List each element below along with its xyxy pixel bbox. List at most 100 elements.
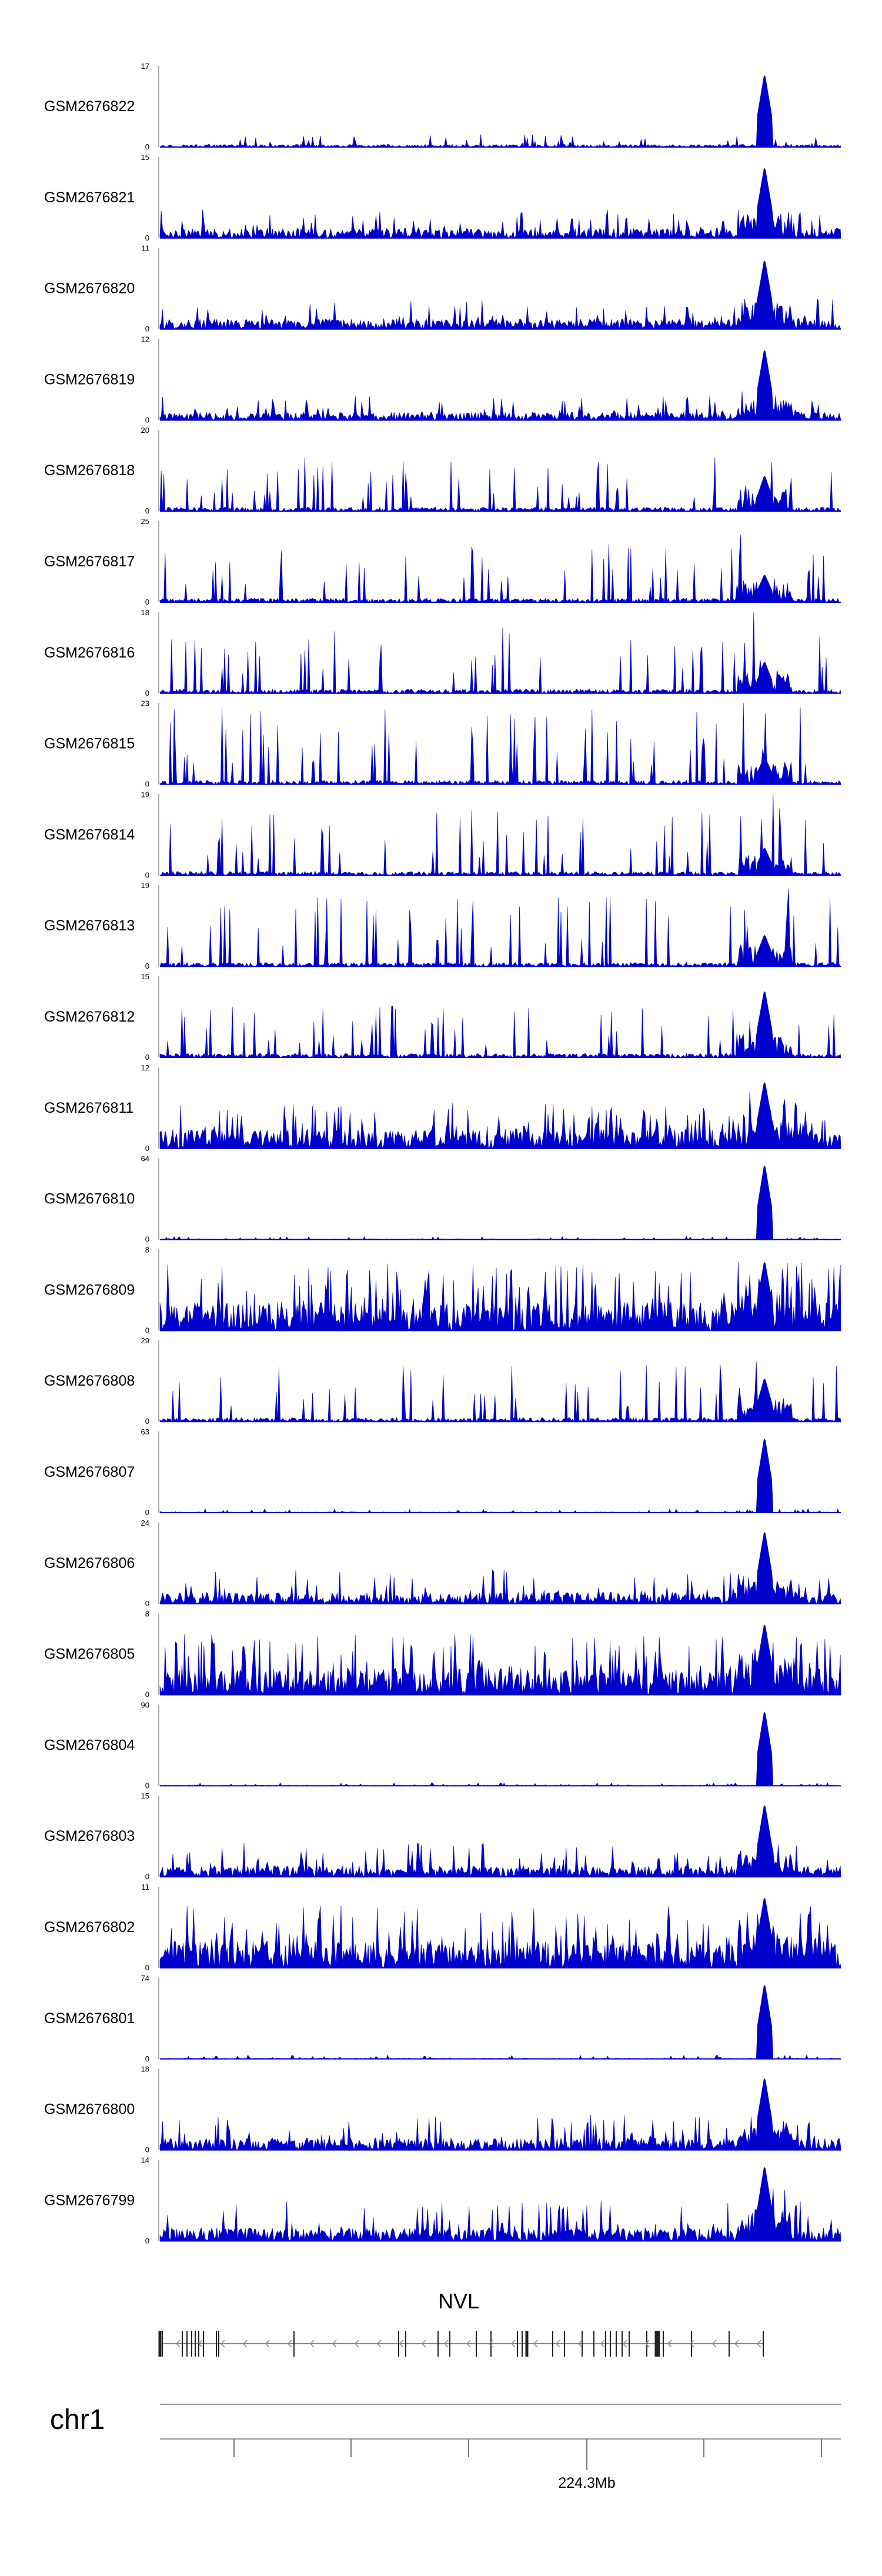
strand-arrow	[354, 2340, 359, 2348]
track-GSM2676802: GSM2676802 11 0	[44, 1883, 841, 1972]
signal-area	[159, 1262, 841, 1331]
strand-arrow	[287, 2340, 292, 2348]
y-max-label: 18	[141, 2065, 149, 2074]
signal-area	[159, 534, 841, 603]
track-name-label: GSM2676803	[44, 1828, 135, 1844]
y-min-label: 0	[145, 1053, 149, 1062]
y-max-label: 63	[141, 1427, 149, 1436]
signal-area	[159, 1624, 841, 1695]
track-name-label: GSM2676805	[44, 1646, 135, 1663]
track-name-label: GSM2676815	[44, 736, 135, 752]
gene-exon	[616, 2331, 617, 2357]
gene-exon	[182, 2331, 183, 2357]
signal-area	[159, 1711, 842, 1786]
y-min-label: 0	[145, 325, 149, 333]
track-name-label: GSM2676822	[44, 98, 135, 115]
y-max-label: 8	[145, 1245, 149, 1254]
y-max-label: 12	[141, 335, 149, 343]
track-GSM2676807: GSM2676807 63 0	[44, 1427, 841, 1517]
track-GSM2676816: GSM2676816 18 0	[44, 608, 841, 698]
y-max-label: 20	[141, 426, 149, 435]
strand-arrow	[242, 2340, 248, 2348]
strand-arrow	[577, 2340, 583, 2348]
gene-exon	[582, 2331, 583, 2357]
track-GSM2676820: GSM2676820 11 0	[44, 244, 841, 333]
y-min-label: 0	[145, 2054, 149, 2063]
track-GSM2676819: GSM2676819 12 0	[44, 335, 841, 424]
y-min-label: 0	[145, 1690, 149, 1699]
y-min-label: 0	[145, 1417, 149, 1426]
track-name-label: GSM2676810	[44, 1191, 135, 1207]
gene-exon	[437, 2331, 439, 2357]
gene-exon	[654, 2331, 658, 2357]
gene-exon	[622, 2331, 623, 2357]
strand-arrow	[734, 2340, 739, 2348]
gene-exon	[398, 2331, 399, 2357]
y-max-label: 18	[141, 608, 149, 617]
track-name-label: GSM2676813	[44, 917, 135, 934]
y-min-label: 0	[145, 870, 149, 879]
track-GSM2676817: GSM2676817 25 0	[44, 517, 841, 606]
gene-exon	[646, 2331, 647, 2357]
track-name-label: GSM2676800	[44, 2101, 135, 2118]
y-min-label: 0	[145, 2236, 149, 2245]
gene-exon	[629, 2331, 630, 2357]
gene-exon	[729, 2331, 730, 2357]
strand-arrow	[309, 2340, 315, 2348]
strand-arrow	[644, 2340, 650, 2348]
strand-arrow	[600, 2340, 605, 2348]
gene-exon	[293, 2331, 295, 2357]
signal-area	[159, 1804, 841, 1877]
strand-arrow	[265, 2340, 270, 2348]
track-GSM2676821: GSM2676821 15 0	[44, 153, 841, 242]
signal-area	[159, 703, 841, 785]
chromosome-axis: chr1 224.3Mb	[50, 2404, 841, 2491]
gene-exon	[158, 2331, 162, 2357]
strand-arrow	[443, 2340, 449, 2348]
strand-arrow	[332, 2340, 337, 2348]
strand-arrow	[510, 2340, 516, 2348]
track-GSM2676805: GSM2676805 8 0	[44, 1610, 841, 1699]
y-min-label: 0	[145, 415, 149, 424]
signal-area	[159, 1082, 841, 1149]
signal-area	[159, 75, 841, 148]
y-min-label: 0	[145, 962, 149, 970]
signal-area	[159, 168, 841, 239]
signal-tracks: GSM2676822170GSM2676821150GSM2676820110G…	[44, 62, 842, 2245]
track-name-label: GSM2676804	[44, 1737, 135, 1753]
gene-exon	[476, 2331, 477, 2357]
y-min-label: 0	[145, 1963, 149, 1972]
track-GSM2676806: GSM2676806 24 0	[44, 1519, 841, 1608]
strand-arrow	[488, 2340, 493, 2348]
y-min-label: 0	[145, 780, 149, 789]
track-name-label: GSM2676820	[44, 281, 135, 297]
track-GSM2676804: GSM2676804 90 0	[44, 1700, 842, 1790]
y-max-label: 74	[141, 1974, 149, 1983]
track-GSM2676799: GSM2676799 14 0	[44, 2155, 841, 2245]
strand-arrow	[756, 2340, 761, 2348]
y-max-label: 19	[141, 881, 149, 890]
y-min-label: 0	[145, 598, 149, 606]
track-GSM2676815: GSM2676815 23 0	[44, 699, 841, 789]
track-GSM2676808: GSM2676808 29 0	[44, 1336, 841, 1426]
track-name-label: GSM2676809	[44, 1282, 135, 1298]
y-min-label: 0	[145, 1326, 149, 1334]
strand-arrow	[198, 2340, 203, 2348]
y-min-label: 0	[145, 142, 149, 151]
gene-exon	[522, 2331, 523, 2357]
track-GSM2676814: GSM2676814 19 0	[44, 790, 841, 879]
y-max-label: 25	[141, 517, 149, 526]
gene-exon	[191, 2331, 192, 2357]
track-GSM2676809: GSM2676809 8 0	[44, 1245, 841, 1334]
y-max-label: 29	[141, 1336, 149, 1345]
chromosome-label: chr1	[50, 2404, 105, 2435]
track-name-label: GSM2676818	[44, 462, 135, 479]
y-min-label: 0	[145, 1872, 149, 1881]
signal-area	[159, 2078, 841, 2151]
strand-arrow	[667, 2340, 672, 2348]
gene-exon	[593, 2331, 594, 2357]
track-GSM2676813: GSM2676813 19 0	[44, 881, 841, 970]
track-GSM2676801: GSM2676801 74 0	[44, 1974, 841, 2063]
gene-exon	[564, 2331, 565, 2357]
